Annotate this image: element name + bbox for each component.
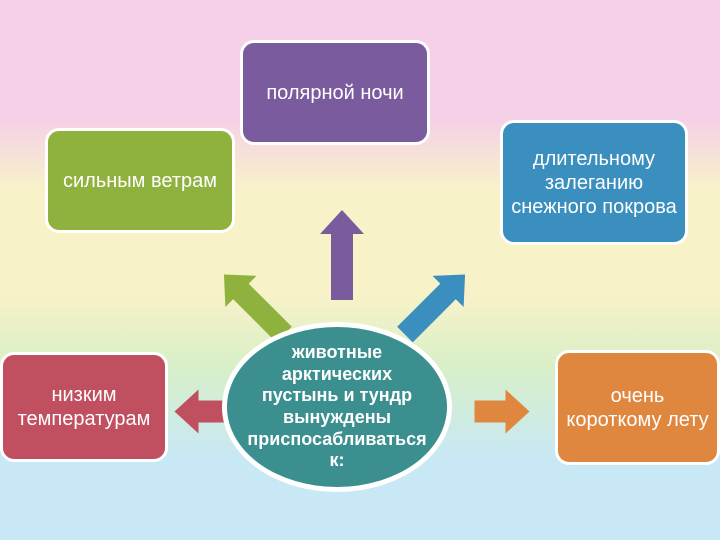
node-bottom-left: низким температурам <box>0 352 168 462</box>
center-text: животные арктических пустынь и тундр вын… <box>245 342 429 472</box>
node-bottom-right: очень короткому лету <box>555 350 720 465</box>
node-top: полярной ночи <box>240 40 430 145</box>
node-top-left: сильным ветрам <box>45 128 235 233</box>
arrow-top <box>320 210 364 300</box>
arrow-bottom-right <box>475 390 530 434</box>
node-top-right: длительному залеганию снежного покрова <box>500 120 688 245</box>
center-node: животные арктических пустынь и тундр вын… <box>222 322 452 492</box>
node-label: очень короткому лету <box>566 384 709 432</box>
node-label: полярной ночи <box>266 81 403 105</box>
node-label: сильным ветрам <box>63 169 217 193</box>
node-label: длительному залеганию снежного покрова <box>511 147 677 219</box>
node-label: низким температурам <box>11 383 157 431</box>
